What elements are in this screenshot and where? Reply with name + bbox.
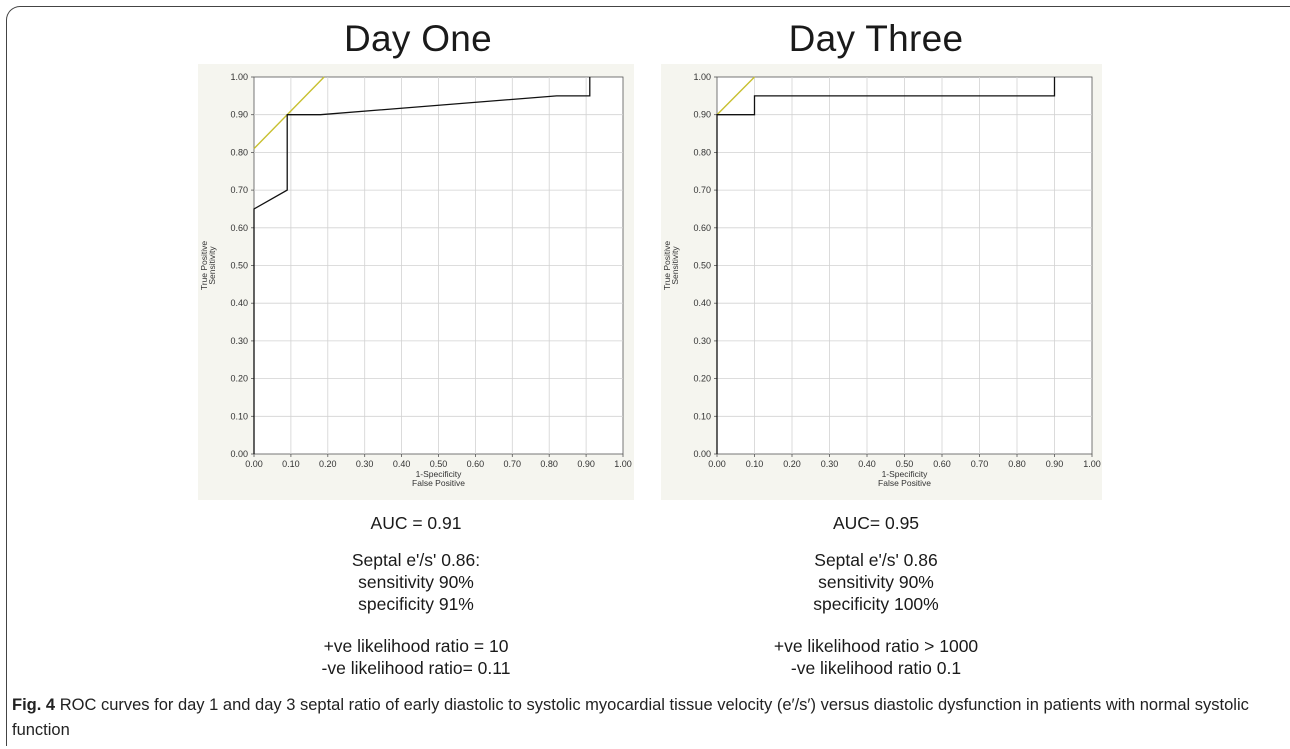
specificity-day-one: specificity 91% [358, 594, 474, 614]
auc-day-one: AUC = 0.91 [370, 513, 462, 533]
y-tick-label: 0.50 [230, 261, 248, 271]
pos-lr-day-one: +ve likelihood ratio = 10 [323, 636, 509, 656]
x-axis-label: False Positive [412, 478, 465, 488]
y-tick-label: 0.90 [693, 110, 711, 120]
y-tick-label: 0.30 [230, 336, 248, 346]
roc-chart-day-three: 0.000.00 0.10 0.10 0.20 0.20 0.30 0.30 0.40 0.40… [662, 72, 1101, 488]
x-tick-label: 0.30 [821, 459, 839, 469]
pos-lr-day-three: +ve likelihood ratio > 1000 [773, 636, 979, 656]
x-tick-label: 0.70 [971, 459, 989, 469]
x-tick-label: 0.70 [504, 459, 522, 469]
sensitivity-day-three: sensitivity 90% [818, 572, 934, 592]
caption-label: Fig. 4 [12, 696, 56, 714]
x-tick-label: 0.90 [1046, 459, 1064, 469]
roc-curve [253, 77, 591, 454]
x-tick-label: 0.30 [356, 459, 374, 469]
y-tick-label: 0.40 [230, 298, 248, 308]
x-tick-label: 0.50 [896, 459, 914, 469]
y-tick-label: 0.70 [693, 185, 711, 195]
x-tick-label: 0.20 [783, 459, 801, 469]
septal-day-three: Septal e'/s' 0.86 [814, 550, 938, 570]
sensitivity-day-one: sensitivity 90% [358, 572, 474, 592]
y-tick-label: 1.00 [230, 72, 248, 82]
y-tick-label: 0.50 [693, 261, 711, 271]
x-tick-label: 0.60 [933, 459, 951, 469]
y-tick-label: 0.10 [693, 411, 711, 421]
x-tick-label: 1.00 [1083, 459, 1101, 469]
roc-curve [716, 77, 1056, 454]
y-tick-label: 0.70 [230, 185, 248, 195]
y-axis-label: True Positive [662, 241, 672, 291]
y-tick-label: 0.30 [693, 336, 711, 346]
x-tick-label: 0.00 [708, 459, 726, 469]
neg-lr-day-three: -ve likelihood ratio 0.1 [790, 658, 962, 678]
tangent-line [253, 76, 325, 150]
x-tick-label: 0.40 [393, 459, 411, 469]
panel-title-day-three: Day Three [788, 18, 964, 59]
y-axis-label: Sensitivity [670, 246, 680, 285]
x-tick-label: 0.80 [540, 459, 558, 469]
x-tick-label: 0.20 [319, 459, 337, 469]
neg-lr-day-one: -ve likelihood ratio= 0.11 [321, 658, 511, 678]
x-tick-label: 0.90 [577, 459, 595, 469]
x-tick-label: 0.50 [430, 459, 448, 469]
roc-chart-day-one: 0.000.00 0.10 0.10 0.20 0.20 0.30 0.30 0.40 0.40… [199, 72, 632, 488]
x-tick-label: 0.60 [467, 459, 485, 469]
specificity-day-three: specificity 100% [813, 594, 939, 614]
y-tick-label: 0.80 [230, 147, 248, 157]
figure-caption: Fig. 4 ROC curves for day 1 and day 3 se… [12, 693, 1272, 743]
y-tick-label: 0.60 [693, 223, 711, 233]
x-tick-label: 1.00 [614, 459, 632, 469]
x-axis-label: 1-Specificity [416, 469, 463, 479]
septal-day-one: Septal e'/s' 0.86: [351, 550, 481, 570]
tangent-line [716, 76, 755, 116]
y-tick-label: 0.90 [230, 110, 248, 120]
x-tick-label: 0.40 [858, 459, 876, 469]
x-axis-label: False Positive [878, 478, 931, 488]
x-tick-label: 0.10 [282, 459, 300, 469]
y-tick-label: 0.80 [693, 147, 711, 157]
y-tick-label: 0.40 [693, 298, 711, 308]
x-tick-label: 0.00 [245, 459, 263, 469]
y-tick-label: 0.60 [230, 223, 248, 233]
x-tick-label: 0.10 [746, 459, 764, 469]
x-axis-label: 1-Specificity [882, 469, 929, 479]
y-tick-label: 0.00 [693, 449, 711, 459]
auc-day-three: AUC= 0.95 [832, 513, 920, 533]
y-axis-label: Sensitivity [207, 246, 217, 285]
x-tick-label: 0.80 [1008, 459, 1026, 469]
y-tick-label: 0.10 [230, 411, 248, 421]
y-tick-label: 0.20 [693, 374, 711, 384]
figure-frame [6, 6, 1290, 746]
y-tick-label: 1.00 [693, 72, 711, 82]
panel-title-day-one: Day One [343, 18, 493, 59]
y-tick-label: 0.00 [230, 449, 248, 459]
caption-text: ROC curves for day 1 and day 3 septal ra… [12, 696, 1249, 739]
y-tick-label: 0.20 [230, 374, 248, 384]
y-axis-label: True Positive [199, 241, 209, 291]
